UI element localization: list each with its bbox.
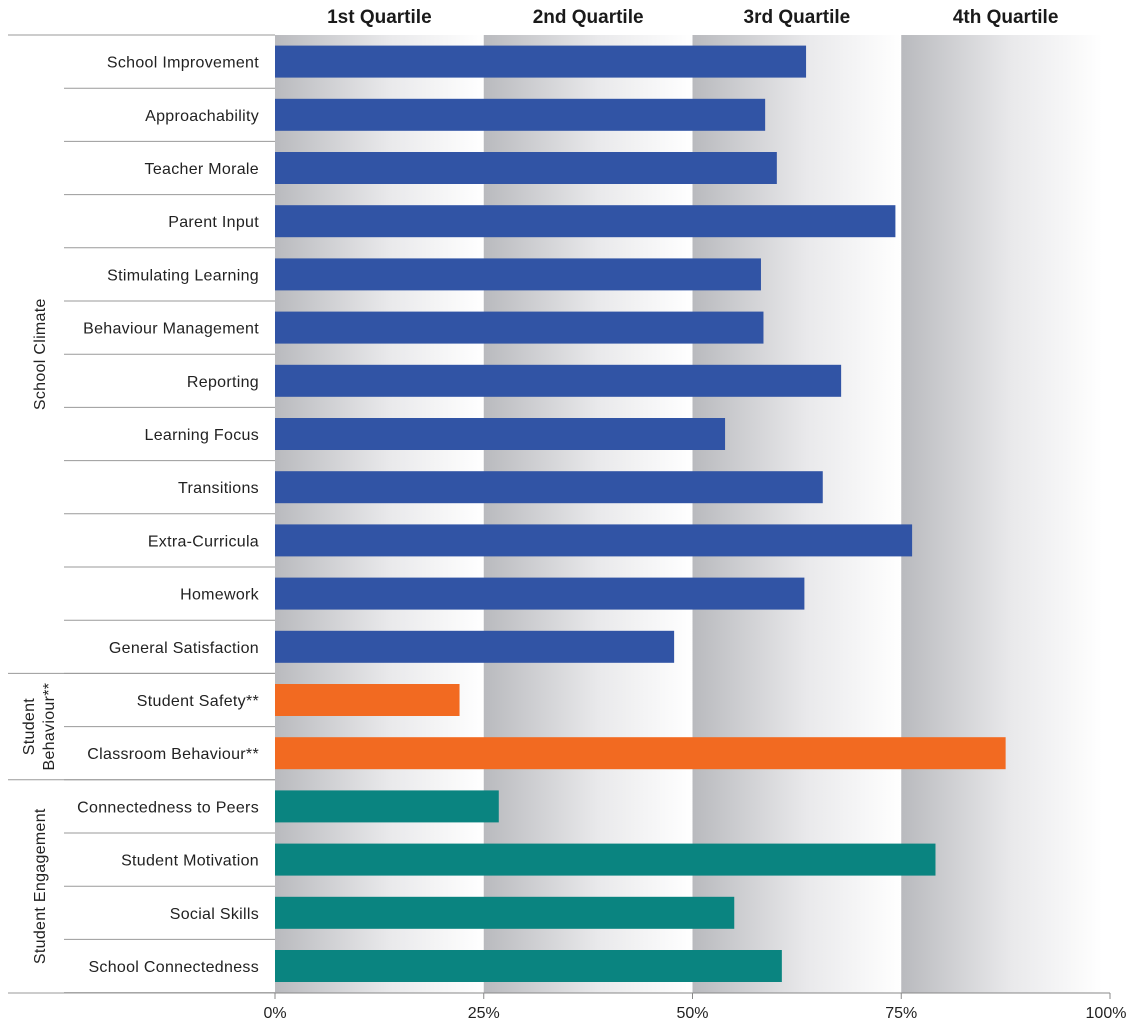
bar-school-improvement <box>275 45 807 78</box>
bar-social-skills <box>275 896 735 929</box>
category-labels: School Improvement Approachability Teacher… <box>77 55 260 976</box>
quartile-header-2: 2nd Quartile <box>533 7 644 28</box>
category-label: School Improvement <box>107 55 259 72</box>
quartile-header-4: 4th Quartile <box>953 7 1059 28</box>
bar-transitions <box>275 471 823 504</box>
bar-student-safety <box>275 684 460 716</box>
bar-parent-input <box>275 205 896 238</box>
group-label: School Climate <box>32 298 49 410</box>
bar-connectedness-to-peers <box>275 790 499 823</box>
row-separators <box>8 34 275 994</box>
x-axis: 0% 25% 50% 75% 100% <box>263 992 1127 1022</box>
category-label: Classroom Behaviour** <box>87 746 259 763</box>
category-label: Parent Input <box>168 214 259 231</box>
category-label: Behaviour Management <box>83 321 259 338</box>
quartile-header-3: 3rd Quartile <box>744 7 851 28</box>
category-label: Student Motivation <box>121 853 259 870</box>
group-labels: School Climate Student Behaviour** Student … <box>21 298 58 964</box>
category-label: Extra-Curricula <box>148 533 259 550</box>
category-label: Transitions <box>178 480 259 497</box>
bar-student-motivation <box>275 843 936 876</box>
category-label: School Connectedness <box>88 959 259 976</box>
bar-approachability <box>275 98 766 131</box>
bar-classroom-behaviour <box>275 737 1006 770</box>
quartile-bands <box>275 35 1102 993</box>
bar-reporting <box>275 364 842 397</box>
quartile-band-4 <box>901 35 1102 993</box>
bar-behaviour-management <box>275 311 764 344</box>
bar-homework <box>275 577 805 610</box>
category-label: Teacher Morale <box>145 161 259 178</box>
category-label: Student Safety** <box>137 693 259 710</box>
x-tick-label: 100% <box>1086 1005 1127 1022</box>
quartile-band-3 <box>692 35 902 993</box>
bar-general-satisfaction <box>275 630 675 663</box>
category-label: General Satisfaction <box>109 640 259 657</box>
bars <box>275 45 1006 982</box>
bar-school-connectedness <box>275 950 782 982</box>
x-tick-label: 50% <box>676 1005 708 1022</box>
quartile-header-1: 1st Quartile <box>327 7 432 28</box>
category-label: Connectedness to Peers <box>77 799 259 816</box>
quartile-headers: 1st Quartile 2nd Quartile 3rd Quartile 4th … <box>327 7 1058 28</box>
x-tick-label: 25% <box>468 1005 500 1022</box>
category-label: Homework <box>180 587 260 604</box>
quartile-band-2 <box>483 35 693 993</box>
group-label: Student Engagement <box>32 808 49 964</box>
bar-learning-focus <box>275 418 726 450</box>
category-label: Approachability <box>145 108 259 125</box>
bar-extra-curricula <box>275 524 913 557</box>
category-label: Stimulating Learning <box>107 267 259 284</box>
bar-teacher-morale <box>275 152 777 184</box>
x-tick-label: 0% <box>263 1005 286 1022</box>
category-label: Social Skills <box>170 906 259 923</box>
category-label: Reporting <box>187 374 259 391</box>
x-tick-label: 75% <box>885 1005 917 1022</box>
category-label: Learning Focus <box>145 427 260 444</box>
group-label: Student Behaviour** <box>21 683 58 771</box>
quartile-band-1 <box>275 35 484 993</box>
bar-stimulating-learning <box>275 258 761 291</box>
